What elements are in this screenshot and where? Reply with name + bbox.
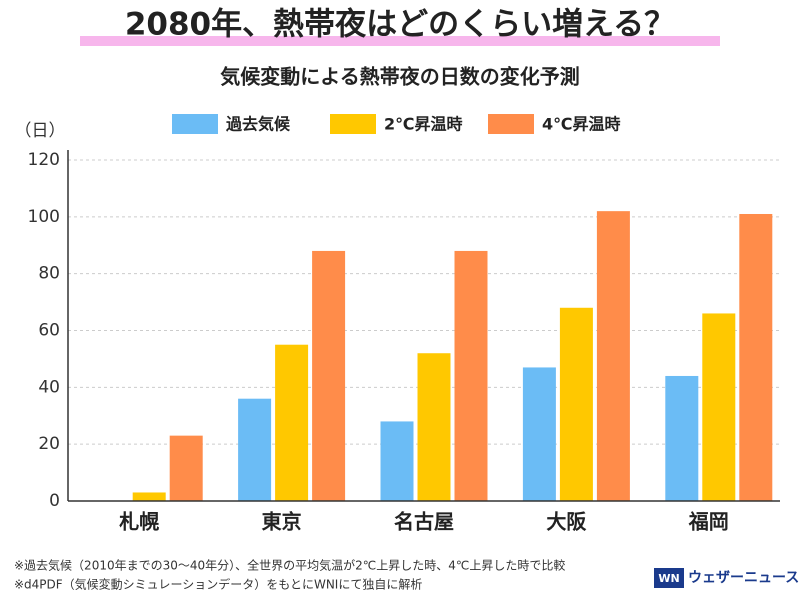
bar: [522, 367, 556, 501]
legend-swatch: [488, 114, 534, 134]
logo-text: WN: [658, 572, 679, 585]
y-axis-label: （日）: [15, 121, 66, 141]
logo-text: ウェザーニュース: [688, 570, 799, 586]
footnote: ※d4PDF（気候変動シミュレーションデータ）をもとにWNIにて独自に解析: [14, 577, 422, 592]
chart-title: 2080年、熱帯夜はどのくらい増える？: [125, 7, 675, 43]
bar: [559, 307, 593, 501]
x-tick-label: 札幌: [118, 510, 159, 534]
bar: [380, 421, 414, 501]
bar: [665, 375, 699, 501]
legend-swatch: [172, 114, 218, 134]
x-tick-label: 福岡: [688, 510, 729, 534]
legend-label: 4℃昇温時: [542, 115, 621, 134]
y-tick-label: 0: [49, 491, 60, 511]
y-tick-label: 60: [38, 321, 60, 341]
footnote: ※過去気候（2010年までの30〜40年分）、全世界の平均気温が2℃上昇した時、…: [14, 558, 565, 573]
legend-label: 過去気候: [225, 115, 291, 134]
bar: [169, 435, 203, 501]
bar: [238, 398, 272, 501]
x-tick-label: 東京: [262, 510, 302, 534]
legend-label: 2℃昇温時: [384, 115, 463, 134]
logo: WN ウェザーニュース: [654, 568, 799, 588]
bar: [702, 313, 736, 501]
chart-subtitle: 気候変動による熱帯夜の日数の変化予測: [220, 65, 579, 89]
bar: [132, 492, 166, 501]
y-tick-label: 80: [38, 264, 60, 284]
bar: [596, 211, 630, 501]
bar: [275, 344, 309, 501]
bar: [454, 250, 488, 501]
y-tick-label: 120: [28, 150, 60, 170]
bar: [417, 353, 451, 501]
y-tick-label: 100: [28, 207, 60, 227]
bar: [312, 250, 346, 501]
legend-swatch: [330, 114, 376, 134]
logo-mark: [654, 568, 684, 588]
bar: [739, 213, 773, 501]
x-tick-label: 名古屋: [394, 510, 454, 534]
x-tick-label: 大阪: [546, 510, 587, 534]
title-highlight: [80, 36, 720, 46]
y-tick-label: 40: [38, 377, 60, 397]
y-tick-label: 20: [38, 434, 60, 454]
